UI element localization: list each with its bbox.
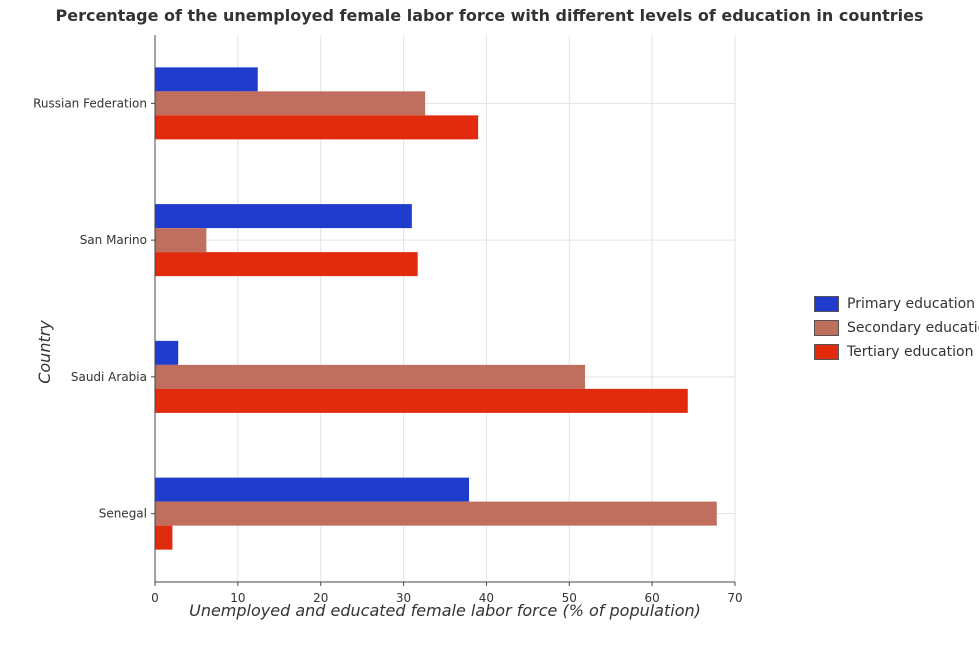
bars [155,67,717,550]
y-axis-label: Country [35,320,54,384]
chart-title: Percentage of the unemployed female labo… [55,6,924,25]
y-tick-label: Saudi Arabia [71,370,147,384]
legend-swatch-secondary [814,320,839,336]
x-tick-label: 10 [230,591,245,605]
bar [155,252,418,277]
legend-label-tertiary: Tertiary education [847,344,974,360]
bar [155,91,426,116]
bar [155,67,258,92]
bar [155,477,470,502]
legend-swatch-tertiary [814,344,839,360]
x-axis-label: Unemployed and educated female labor for… [189,601,701,620]
y-tick-label: Russian Federation [33,96,147,110]
legend-item-tertiary: Tertiary education [814,340,979,364]
bar [155,204,412,229]
x-tick-label: 20 [313,591,328,605]
legend: Primary education Secondary education Te… [814,292,979,364]
bar [155,228,207,253]
legend-swatch-primary [814,296,839,312]
bar [155,388,688,413]
x-tick-label: 70 [727,591,742,605]
legend-label-primary: Primary education [847,296,976,312]
axes [151,35,736,586]
legend-item-secondary: Secondary education [814,316,979,340]
bar [155,525,173,550]
x-tick-label: 30 [396,591,411,605]
legend-label-secondary: Secondary education [847,320,979,336]
bar [155,115,479,140]
y-tick-label: San Marino [80,233,147,247]
x-tick-label: 60 [645,591,660,605]
legend-item-primary: Primary education [814,292,979,316]
x-tick-label: 40 [479,591,494,605]
x-tick-label: 0 [151,591,159,605]
tick-labels: 0 10 20 30 40 50 60 70 Russian Federation San Mar… [33,96,743,605]
bar [155,501,717,526]
bar [155,364,586,389]
bar [155,340,179,365]
x-tick-label: 50 [562,591,577,605]
y-tick-label: Senegal [99,507,147,521]
